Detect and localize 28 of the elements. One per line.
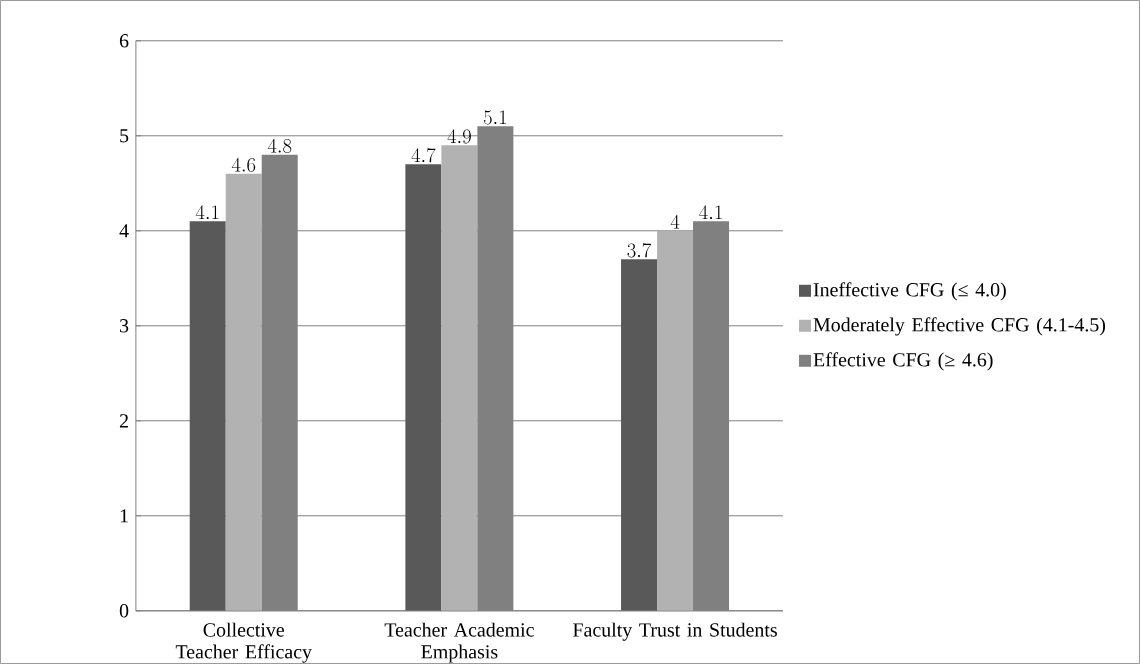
bar: [621, 259, 658, 611]
bar: [405, 164, 442, 611]
legend-label: Ineffective CFG (≤ 4.0): [813, 282, 1006, 301]
legend-label: Effective CFG (≥ 4.6): [813, 352, 993, 371]
data-label: 3.7: [627, 242, 652, 258]
y-tick-label: 3: [120, 318, 129, 333]
data-label: 4. 1: [195, 205, 219, 219]
bar: [189, 221, 226, 611]
legend-label: Moderately Effective CFG (4.1-4.5): [813, 317, 1106, 336]
data-label: 5. 1: [483, 110, 507, 125]
data-label: 4: [670, 214, 680, 229]
bar: [441, 145, 478, 611]
data-label: 4.9: [447, 129, 471, 144]
x-tick-label: Faculty Trust in Students: [573, 622, 777, 641]
y-tick-label: 0: [119, 603, 129, 618]
data-label: 4.7: [411, 147, 436, 163]
bar: [225, 173, 262, 611]
bar: [657, 230, 694, 611]
data-label: 4.6: [231, 157, 256, 172]
y-tick-label: 5: [120, 129, 129, 143]
x-tick-label: Collective Teacher Efficacy: [175, 622, 312, 663]
data-label: 4.8: [267, 138, 292, 153]
y-tick-label: 6: [119, 33, 129, 48]
y-tick-label: 4: [119, 224, 129, 238]
x-tick-label: Teacher Academic Emphasis: [384, 622, 534, 663]
y-tick-label: 1: [120, 509, 128, 523]
y-tick-label: 2: [119, 414, 128, 428]
data-label: 4. 1: [699, 205, 722, 219]
